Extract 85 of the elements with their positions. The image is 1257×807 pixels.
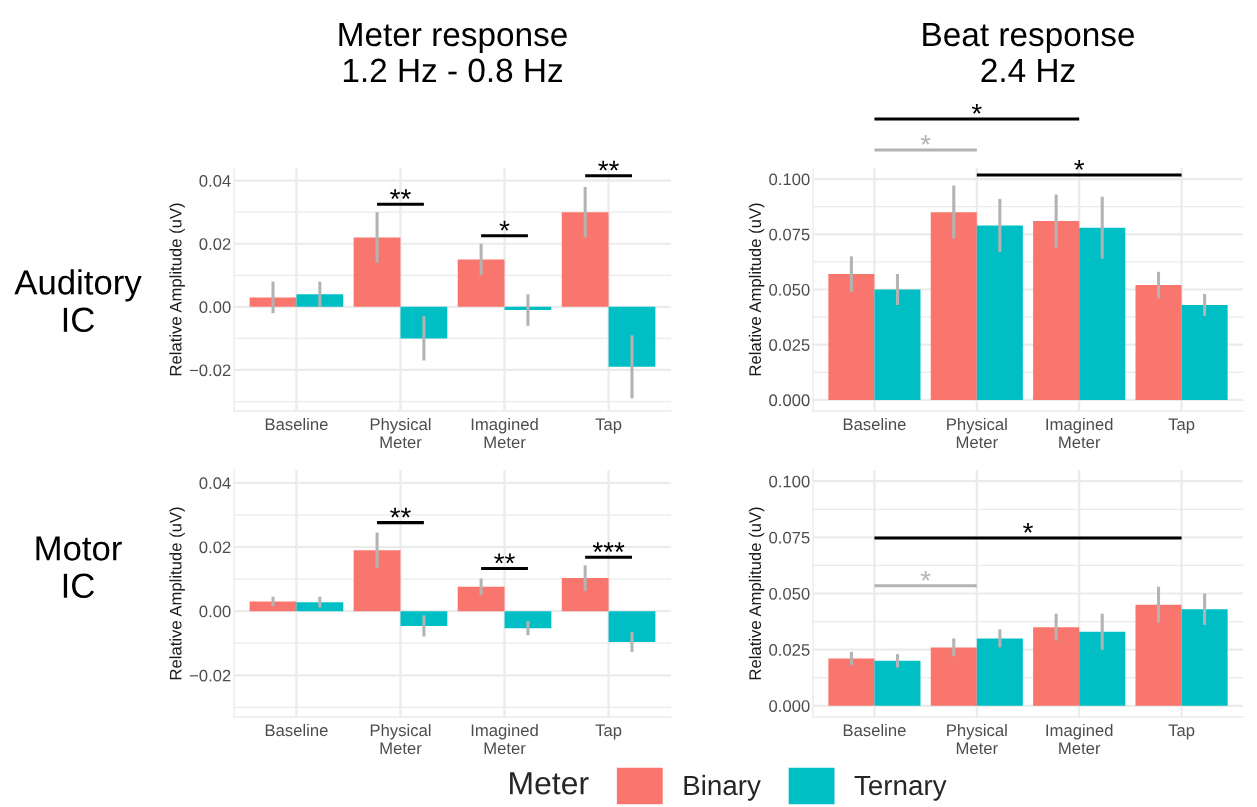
bar xyxy=(1181,609,1228,706)
annotation: * xyxy=(1023,522,1033,533)
y-tick-label: 0.075 xyxy=(769,228,810,241)
bar xyxy=(1079,227,1126,400)
y-tick-label: 0.050 xyxy=(769,587,810,600)
y-tick-label: −0.02 xyxy=(189,669,231,682)
x-tick-label: Baseline xyxy=(265,723,328,737)
x-tick-label: Imagined Meter xyxy=(1046,723,1113,755)
y-tick-label: 0.00 xyxy=(199,605,231,618)
y-axis-title: Relative Amplitude (uV) xyxy=(169,203,185,376)
x-tick-label: Physical Meter xyxy=(370,417,431,449)
annotation: ** xyxy=(390,189,411,200)
bar xyxy=(1033,221,1080,400)
bar xyxy=(976,225,1023,400)
bar xyxy=(296,602,344,612)
bar xyxy=(1079,631,1126,706)
y-axis-title: Relative Amplitude (uV) xyxy=(169,507,185,680)
x-tick-label: Imagined Meter xyxy=(471,723,538,755)
bar xyxy=(930,212,977,400)
annotation: * xyxy=(499,220,510,231)
bar xyxy=(504,611,552,629)
bar xyxy=(930,647,977,706)
bar xyxy=(874,289,921,400)
legend-title: Meter xyxy=(510,772,589,795)
x-tick-label: Tap xyxy=(595,418,622,434)
text: * xyxy=(971,103,982,114)
x-tick-label: Physical Meter xyxy=(370,723,431,755)
bar xyxy=(457,259,505,307)
y-tick-label: 0.075 xyxy=(769,531,810,544)
bar xyxy=(353,237,401,307)
legend-label: Ternary xyxy=(854,775,947,801)
bar xyxy=(608,306,656,367)
y-tick-label: 0.100 xyxy=(769,173,810,186)
x-tick-label: Tap xyxy=(1168,724,1195,740)
bar xyxy=(561,212,609,307)
bar xyxy=(608,611,656,642)
y-tick-label: 0.02 xyxy=(199,541,231,554)
bar xyxy=(874,660,921,706)
bar xyxy=(1033,627,1080,706)
y-tick-label: 0.100 xyxy=(769,475,810,488)
bar xyxy=(1135,285,1182,400)
chart-title: Meter response 1.2 Hz - 0.8 Hz xyxy=(339,23,567,83)
x-tick-label: Physical Meter xyxy=(947,723,1007,755)
text: * xyxy=(920,135,931,145)
x-tick-label: Imagined Meter xyxy=(1046,417,1113,449)
x-tick-label: Baseline xyxy=(843,417,906,431)
y-tick-label: 0.000 xyxy=(769,394,810,407)
x-tick-label: Baseline xyxy=(265,417,328,431)
y-tick-label: 0.04 xyxy=(199,175,231,187)
bar xyxy=(353,550,401,612)
y-tick-label: 0.04 xyxy=(199,477,231,490)
y-tick-label: 0.050 xyxy=(769,283,810,296)
x-tick-label: Imagined Meter xyxy=(471,417,538,449)
y-tick-label: 0.025 xyxy=(769,644,810,656)
bar xyxy=(976,638,1023,706)
y-tick-label: 0.000 xyxy=(769,700,810,712)
bar xyxy=(1135,604,1182,706)
y-tick-label: 0.00 xyxy=(199,301,231,314)
annotation: ** xyxy=(390,507,411,518)
text: Motor IC xyxy=(36,536,122,599)
bar xyxy=(400,611,448,626)
y-tick-label: −0.02 xyxy=(189,364,231,377)
annotation: * xyxy=(1074,160,1085,170)
y-axis-title: Relative Amplitude (uV) xyxy=(748,507,765,680)
bar xyxy=(457,586,505,612)
bar xyxy=(828,274,875,400)
x-tick-label: Tap xyxy=(1168,418,1195,434)
x-tick-label: Tap xyxy=(595,724,622,740)
annotation: ** xyxy=(598,160,619,171)
annotation: ** xyxy=(494,553,515,564)
x-tick-label: Baseline xyxy=(843,723,906,737)
text: Auditory IC xyxy=(14,269,142,333)
annotation: * xyxy=(920,570,931,581)
y-tick-label: 0.02 xyxy=(199,238,231,250)
y-tick-label: 0.025 xyxy=(769,339,810,351)
x-tick-label: Physical Meter xyxy=(947,417,1007,449)
legend-label: Binary xyxy=(684,774,761,801)
annotation: *** xyxy=(592,542,625,552)
bar xyxy=(561,578,609,612)
bar xyxy=(828,658,875,706)
bar xyxy=(400,306,448,339)
y-axis-title: Relative Amplitude (uV) xyxy=(748,203,765,376)
chart-title: Beat response 2.4 Hz xyxy=(923,23,1135,82)
bar xyxy=(296,294,344,307)
bar xyxy=(1181,304,1228,400)
